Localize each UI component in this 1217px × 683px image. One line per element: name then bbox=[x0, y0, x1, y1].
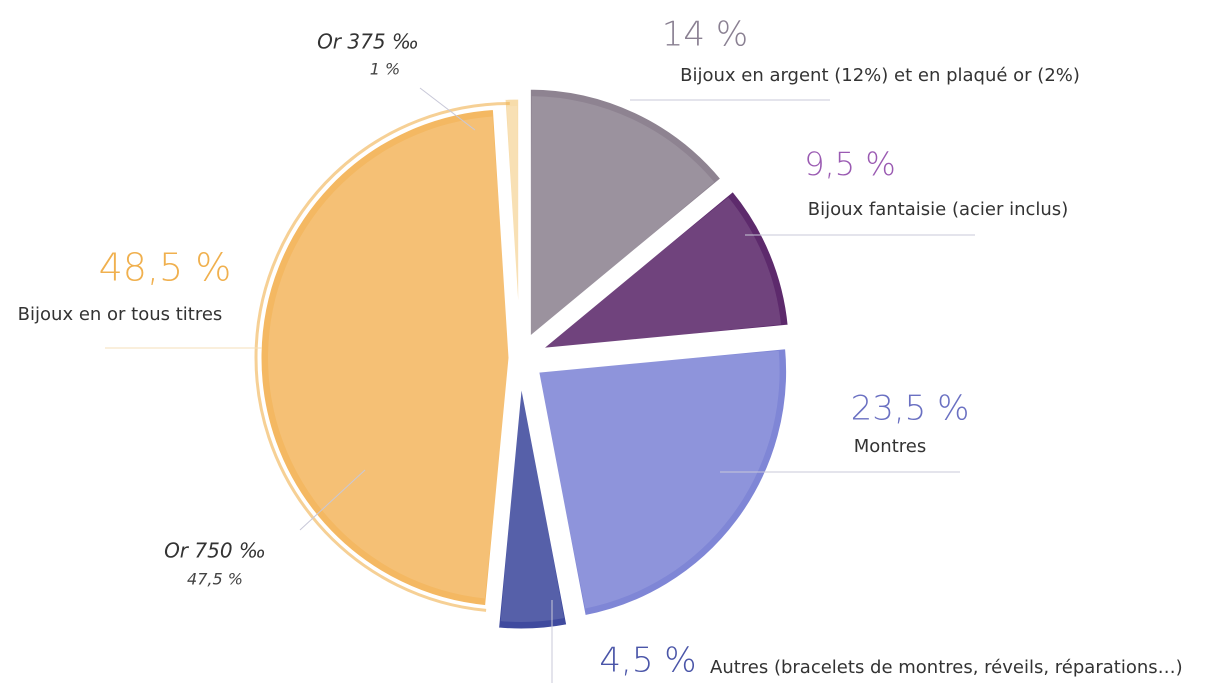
value-label: 14 % bbox=[662, 15, 748, 55]
category-label: Autres (bracelets de montres, réveils, r… bbox=[710, 657, 1183, 678]
value-label: 9,5 % bbox=[804, 145, 895, 183]
pie-slice bbox=[527, 86, 725, 342]
leader-line bbox=[419, 87, 476, 131]
slice-edge bbox=[500, 379, 565, 622]
pie-slice bbox=[535, 346, 790, 619]
category-label: Montres bbox=[854, 436, 926, 457]
slice-edge bbox=[506, 106, 520, 349]
slice-edge bbox=[268, 116, 511, 599]
value-label: 47,5 % bbox=[187, 570, 243, 589]
value-label: 23,5 % bbox=[851, 389, 970, 429]
value-label: 1 % bbox=[370, 60, 400, 79]
slice-edge bbox=[529, 96, 715, 339]
category-label: Or 375 ‰ bbox=[317, 30, 419, 54]
slice-edge bbox=[537, 350, 780, 609]
pie-slice bbox=[502, 96, 522, 349]
pie-slice bbox=[495, 379, 570, 632]
leader-line bbox=[299, 469, 366, 531]
pie-slice bbox=[258, 106, 512, 609]
slice-edge bbox=[540, 197, 782, 350]
category-label: Or 750 ‰ bbox=[164, 539, 266, 563]
pie-slice bbox=[535, 188, 791, 352]
value-label: 4,5 % bbox=[599, 641, 696, 681]
group-arc bbox=[254, 102, 510, 612]
category-label: Bijoux fantaisie (acier inclus) bbox=[808, 199, 1068, 220]
group-label: Bijoux en or tous titres bbox=[18, 304, 223, 325]
group-value-label: 48,5 % bbox=[99, 246, 232, 290]
category-label: Bijoux en argent (12%) et en plaqué or (… bbox=[680, 65, 1080, 86]
